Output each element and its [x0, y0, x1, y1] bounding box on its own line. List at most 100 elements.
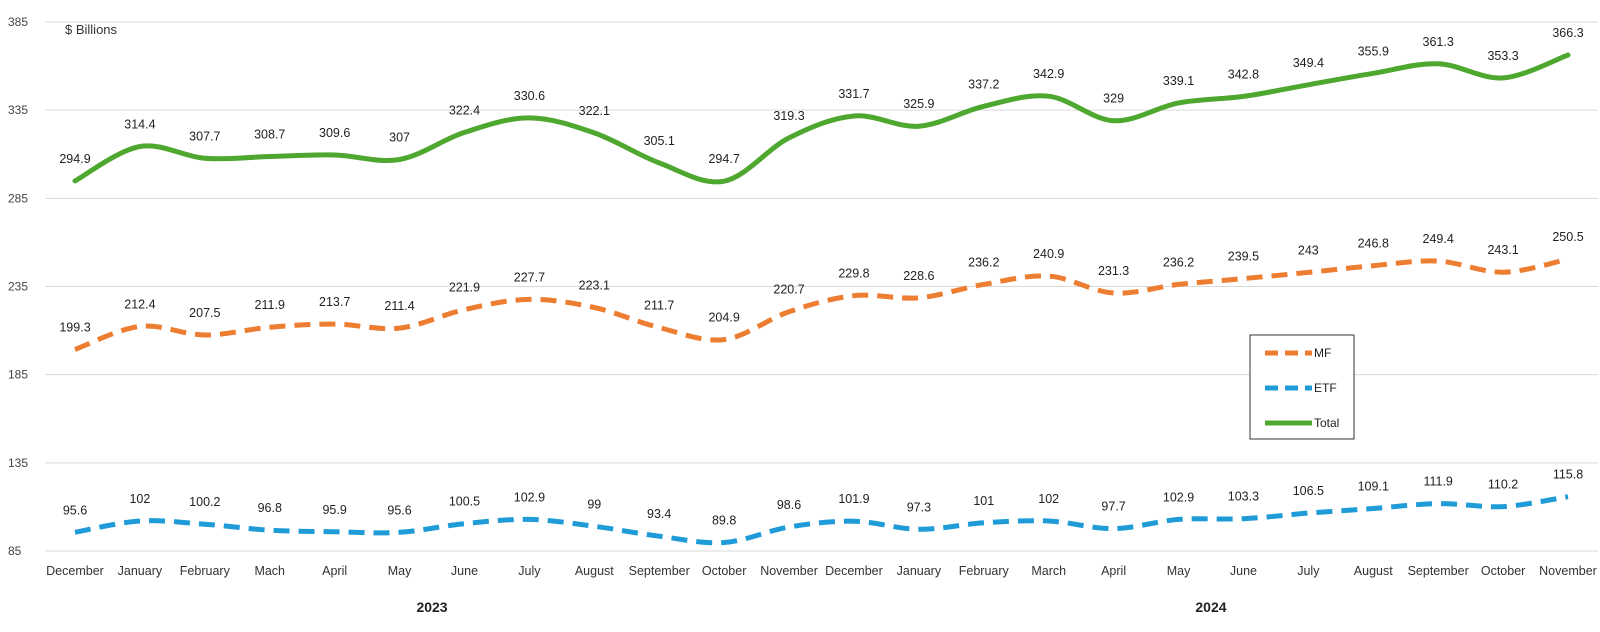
data-label: 329: [1103, 92, 1124, 106]
data-label: 99: [587, 497, 601, 511]
data-label: 97.3: [907, 500, 931, 514]
data-label: 250.5: [1552, 230, 1583, 244]
data-label: 236.2: [1163, 255, 1194, 269]
data-label: 223.1: [579, 278, 610, 292]
x-tick-label: June: [451, 564, 478, 578]
data-label: 355.9: [1358, 44, 1389, 58]
data-label: 95.6: [387, 503, 411, 517]
data-label: 106.5: [1293, 484, 1324, 498]
data-label: 309.6: [319, 126, 350, 140]
x-tick-label: October: [1481, 564, 1525, 578]
x-tick-label: April: [1101, 564, 1126, 578]
data-label: 228.6: [903, 269, 934, 283]
data-label: 325.9: [903, 97, 934, 111]
data-label: 349.4: [1293, 56, 1324, 70]
grid: [45, 21, 1598, 552]
data-label: 294.7: [708, 152, 739, 166]
data-label: 229.8: [838, 267, 869, 281]
data-label: 204.9: [708, 311, 739, 325]
data-labels: 199.3 212.4 207.5 211.9 213.7 211.4 221.9 227.7…: [59, 26, 1583, 528]
data-label: 307: [389, 131, 410, 145]
data-label: 249.4: [1423, 232, 1454, 246]
data-label: 240.9: [1033, 247, 1064, 261]
x-tick-label: September: [1408, 564, 1469, 578]
x-tick-label: Mach: [254, 564, 285, 578]
data-label: 337.2: [968, 77, 999, 91]
year-label: 2024: [1195, 599, 1226, 615]
y-tick-label: 235: [8, 280, 28, 294]
data-label: 110.2: [1488, 478, 1518, 492]
legend-label-total: Total: [1314, 416, 1339, 430]
data-label: 89.8: [712, 514, 736, 528]
data-label: 339.1: [1163, 74, 1194, 88]
unit-label: $ Billions: [65, 22, 118, 37]
data-label: 342.8: [1228, 67, 1259, 81]
data-label: 96.8: [258, 501, 282, 515]
series-line-etf: [74, 494, 1569, 546]
data-label: 109.1: [1358, 480, 1389, 494]
data-label: 243.1: [1487, 243, 1518, 257]
data-label: 98.6: [777, 498, 801, 512]
data-label: 111.9: [1423, 475, 1452, 489]
data-label: 102.9: [514, 490, 545, 504]
data-label: 93.4: [647, 507, 671, 521]
data-label: 102.9: [1163, 490, 1194, 504]
data-label: 211.7: [644, 299, 674, 313]
data-label: 102: [129, 492, 150, 506]
data-label: 115.8: [1553, 468, 1583, 482]
x-tick-label: October: [702, 564, 746, 578]
legend-label-etf: ETF: [1314, 381, 1337, 395]
data-label: 322.4: [449, 103, 480, 117]
x-tick-label: August: [575, 564, 614, 578]
data-label: 97.7: [1101, 500, 1125, 514]
data-label: 239.5: [1228, 250, 1259, 264]
y-tick-label: 185: [8, 368, 28, 382]
data-label: 366.3: [1552, 26, 1583, 40]
x-tick-label: June: [1230, 564, 1257, 578]
x-tick-label: January: [118, 564, 163, 578]
y-tick-label: 285: [8, 191, 28, 205]
data-label: 211.9: [255, 298, 285, 312]
data-label: 231.3: [1098, 264, 1129, 278]
data-label: 236.2: [968, 255, 999, 269]
x-tick-label: November: [760, 564, 818, 578]
y-tick-label: 85: [8, 544, 22, 558]
x-tick-label: December: [46, 564, 104, 578]
data-label: 319.3: [773, 109, 804, 123]
data-label: 199.3: [59, 320, 90, 334]
data-label: 213.7: [319, 295, 350, 309]
y-tick-label: 385: [8, 15, 28, 29]
data-label: 322.1: [579, 104, 610, 118]
data-label: 353.3: [1487, 49, 1518, 63]
legend: MF ETF Total: [1249, 334, 1355, 440]
data-label: 101.9: [838, 492, 869, 506]
legend-label-mf: MF: [1314, 346, 1331, 360]
x-tick-label: July: [1297, 564, 1320, 578]
x-tick-label: July: [518, 564, 541, 578]
data-label: 220.7: [773, 283, 804, 297]
data-label: 243: [1298, 243, 1319, 257]
data-label: 95.9: [322, 503, 346, 517]
data-label: 102: [1038, 492, 1059, 506]
x-tick-label: September: [629, 564, 690, 578]
year-labels: 2023 2024: [416, 599, 1226, 615]
x-tick-label: November: [1539, 564, 1597, 578]
y-tick-label: 335: [8, 103, 28, 117]
data-label: 95.6: [63, 503, 87, 517]
x-tick-label: February: [959, 564, 1010, 578]
data-label: 246.8: [1358, 237, 1389, 251]
x-tick-label: August: [1354, 564, 1393, 578]
data-label: 361.3: [1423, 35, 1454, 49]
data-label: 330.6: [514, 89, 545, 103]
series-line-mf: [74, 256, 1569, 352]
x-tick-label: April: [322, 564, 347, 578]
data-label: 207.5: [189, 306, 220, 320]
data-label: 101: [973, 494, 994, 508]
series-line-total: [72, 52, 1571, 185]
x-tick-label: May: [388, 564, 412, 578]
y-tick-label: 135: [8, 456, 28, 470]
data-label: 308.7: [254, 128, 285, 142]
data-label: 211.4: [384, 299, 414, 313]
